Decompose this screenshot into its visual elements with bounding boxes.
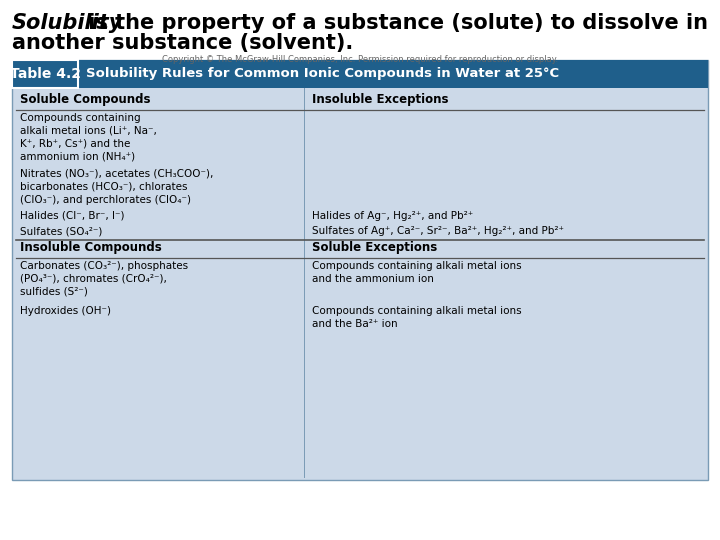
Text: is the property of a substance (solute) to dissolve in: is the property of a substance (solute) … — [81, 13, 708, 33]
Text: Solubility Rules for Common Ionic Compounds in Water at 25°C: Solubility Rules for Common Ionic Compou… — [86, 68, 559, 80]
Text: Copyright © The McGraw-Hill Companies, Inc. Permission required for reproduction: Copyright © The McGraw-Hill Companies, I… — [162, 55, 558, 64]
Bar — [12, 60, 78, 88]
Text: Hydroxides (OH⁻): Hydroxides (OH⁻) — [20, 306, 111, 316]
Text: Nitrates (NO₃⁻), acetates (CH₃COO⁻),
bicarbonates (HCO₃⁻), chlorates
(ClO₃⁻), an: Nitrates (NO₃⁻), acetates (CH₃COO⁻), bic… — [20, 169, 213, 205]
Text: Soluble Exceptions: Soluble Exceptions — [312, 240, 438, 253]
Text: Halides of Ag⁻, Hg₂²⁺, and Pb²⁺: Halides of Ag⁻, Hg₂²⁺, and Pb²⁺ — [312, 211, 474, 221]
Text: Solubility: Solubility — [12, 13, 123, 33]
Bar — [12, 60, 708, 480]
Text: Carbonates (CO₃²⁻), phosphates
(PO₄³⁻), chromates (CrO₄²⁻),
sulfides (S²⁻): Carbonates (CO₃²⁻), phosphates (PO₄³⁻), … — [20, 261, 188, 296]
Text: Soluble Compounds: Soluble Compounds — [20, 92, 150, 105]
Text: Sulfates of Ag⁺, Ca²⁻, Sr²⁻, Ba²⁺, Hg₂²⁺, and Pb²⁺: Sulfates of Ag⁺, Ca²⁻, Sr²⁻, Ba²⁺, Hg₂²⁺… — [312, 226, 564, 236]
Text: Compounds containing
alkali metal ions (Li⁺, Na⁻,
K⁺, Rb⁺, Cs⁺) and the
ammonium: Compounds containing alkali metal ions (… — [20, 113, 157, 161]
Text: Insoluble Exceptions: Insoluble Exceptions — [312, 92, 449, 105]
Text: Compounds containing alkali metal ions
and the ammonium ion: Compounds containing alkali metal ions a… — [312, 261, 522, 284]
Text: Halides (Cl⁻, Br⁻, I⁻): Halides (Cl⁻, Br⁻, I⁻) — [20, 211, 125, 221]
Text: Compounds containing alkali metal ions
and the Ba²⁺ ion: Compounds containing alkali metal ions a… — [312, 306, 522, 329]
Text: Insoluble Compounds: Insoluble Compounds — [20, 240, 162, 253]
Text: Sulfates (SO₄²⁻): Sulfates (SO₄²⁻) — [20, 226, 102, 236]
Text: another substance (solvent).: another substance (solvent). — [12, 33, 354, 53]
Bar — [12, 60, 708, 88]
Text: Table 4.2: Table 4.2 — [9, 67, 81, 81]
